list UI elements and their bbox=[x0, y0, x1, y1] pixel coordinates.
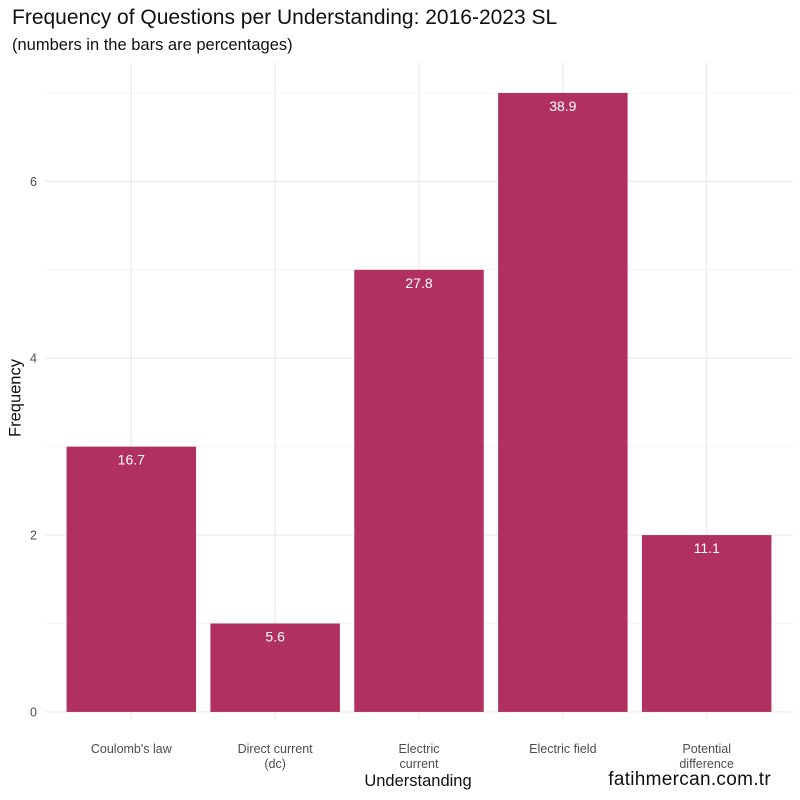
bar bbox=[498, 92, 628, 712]
bar-value-label: 38.9 bbox=[549, 98, 576, 114]
y-tick-label: 2 bbox=[30, 529, 37, 543]
x-axis-label: Understanding bbox=[364, 772, 472, 790]
y-tick-label: 4 bbox=[30, 352, 37, 366]
x-tick-label: Coulomb's law bbox=[91, 742, 173, 756]
x-tick-label: Direct current (dc) bbox=[238, 742, 314, 771]
bar bbox=[354, 269, 484, 712]
x-tick-label: Electric field bbox=[529, 742, 596, 756]
bar bbox=[210, 623, 340, 712]
x-axis-ticks: Coulomb's law Direct current (dc) Electric c… bbox=[91, 742, 734, 771]
bar bbox=[641, 535, 772, 712]
bar-value-label: 5.6 bbox=[265, 629, 285, 645]
y-tick-label: 6 bbox=[30, 175, 37, 189]
chart-subtitle: (numbers in the bars are percentages) bbox=[12, 36, 293, 54]
y-axis-label: Frequency bbox=[6, 359, 25, 437]
y-tick-label: 0 bbox=[30, 705, 37, 719]
bar-value-label: 16.7 bbox=[118, 452, 145, 468]
y-axis-ticks: 0 2 4 6 bbox=[30, 175, 37, 720]
bar-value-label: 27.8 bbox=[405, 275, 432, 291]
bar bbox=[66, 446, 197, 712]
bar-value-label: 11.1 bbox=[694, 540, 720, 556]
x-tick-label: Electric current bbox=[399, 742, 440, 771]
caption: fatihmercan.com.tr bbox=[608, 769, 771, 790]
x-tick-label: Potential difference bbox=[679, 742, 734, 771]
bar-value-labels: 16.7 5.6 27.8 38.9 11.1 bbox=[118, 98, 720, 645]
chart-title: Frequency of Questions per Understanding… bbox=[12, 6, 558, 29]
bars bbox=[66, 92, 772, 712]
